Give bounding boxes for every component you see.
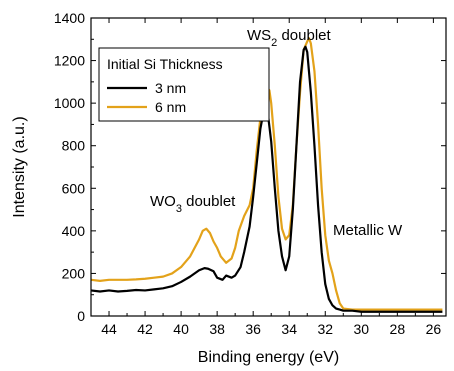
- tick-layer: 44 42 40 38 36 34 32 30 28 26 0 200 400 600 800 1000 120…: [54, 10, 446, 337]
- y-axis-label: Intensity (a.u.): [11, 116, 28, 217]
- legend: Initial Si Thickness 3 nm 6 nm: [98, 47, 270, 122]
- y-tick-label: 1200: [54, 53, 85, 69]
- x-tick-label: 36: [245, 321, 261, 337]
- legend-label-3nm: 3 nm: [155, 80, 186, 96]
- x-tick-label: 44: [101, 321, 117, 337]
- x-tick-label: 32: [317, 321, 333, 337]
- legend-label-6nm: 6 nm: [155, 99, 186, 115]
- x-tick-label: 30: [354, 321, 370, 337]
- x-tick-label: 38: [209, 321, 225, 337]
- y-tick-label: 800: [62, 138, 86, 154]
- annotation-wo3-doublet: WO3 doublet: [150, 193, 236, 215]
- x-axis-label: Binding energy (eV): [198, 349, 339, 366]
- x-tick-label: 40: [173, 321, 189, 337]
- y-tick-label: 200: [62, 265, 86, 281]
- y-tick-label: 600: [62, 180, 86, 196]
- y-tick-label: 1400: [54, 10, 85, 26]
- annotation-ws2-doublet: WS2 doublet: [247, 27, 332, 49]
- x-tick-label: 26: [426, 321, 442, 337]
- y-tick-label: 1000: [54, 95, 85, 111]
- y-tick-label: 0: [77, 308, 85, 324]
- legend-title: Initial Si Thickness: [107, 56, 223, 72]
- legend-box: [98, 47, 270, 122]
- annotation-metallic-w: Metallic W: [333, 222, 403, 239]
- x-tick-label: 42: [137, 321, 153, 337]
- x-tick-label: 34: [281, 321, 297, 337]
- y-tick-label: 400: [62, 223, 86, 239]
- x-tick-label: 28: [390, 321, 406, 337]
